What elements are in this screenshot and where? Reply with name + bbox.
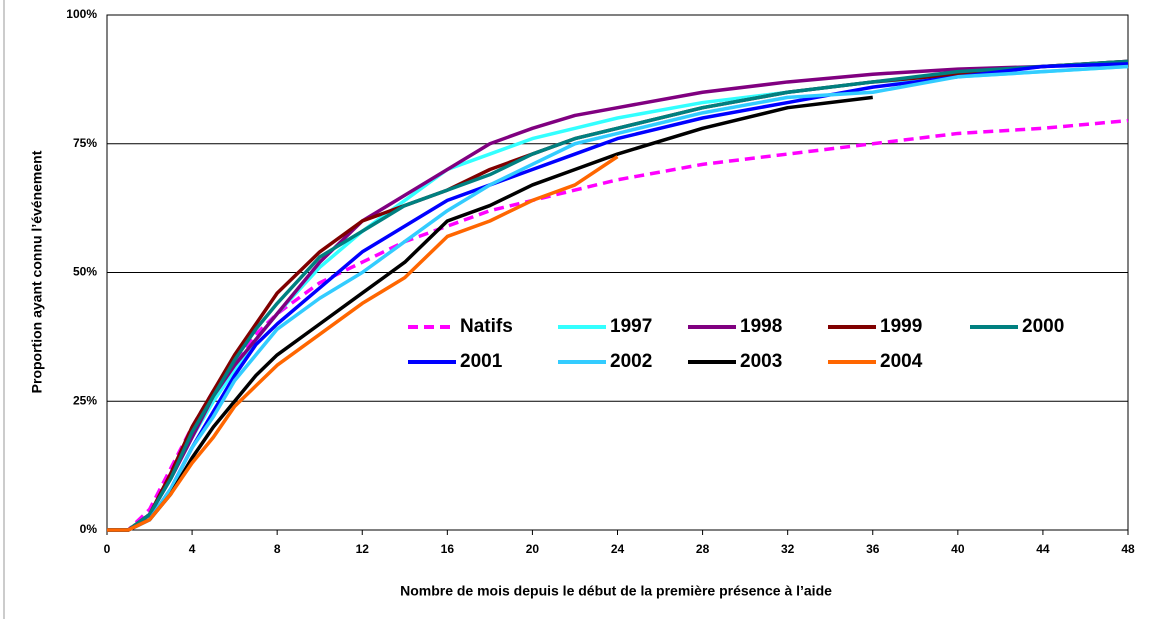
legend-label: 2003 bbox=[740, 351, 782, 372]
series-line bbox=[107, 64, 1129, 532]
legend-label: Natifs bbox=[460, 316, 513, 337]
y-tick-label: 50% bbox=[73, 265, 97, 279]
x-tick-label: 4 bbox=[189, 542, 196, 556]
series-line bbox=[107, 155, 619, 532]
x-tick-label: 28 bbox=[696, 542, 710, 556]
x-tick-label: 20 bbox=[526, 542, 540, 556]
x-tick-label: 32 bbox=[781, 542, 795, 556]
legend-label: 1997 bbox=[610, 316, 652, 337]
y-axis-label: Proportion ayant connu l’événement bbox=[29, 150, 45, 393]
legend-label: 2001 bbox=[460, 351, 503, 372]
x-tick-label: 0 bbox=[104, 542, 111, 556]
series-line bbox=[107, 59, 1129, 532]
x-tick-label: 40 bbox=[951, 542, 965, 556]
legend-label: 1998 bbox=[740, 316, 782, 337]
y-tick-label: 0% bbox=[80, 522, 98, 536]
x-axis-label: Nombre de mois depuis le début de la pre… bbox=[400, 583, 832, 599]
x-tick-label: 16 bbox=[441, 542, 455, 556]
y-tick-label: 25% bbox=[73, 393, 97, 407]
x-tick-label: 8 bbox=[274, 542, 281, 556]
x-tick-label: 44 bbox=[1036, 542, 1050, 556]
y-tick-label: 75% bbox=[73, 136, 97, 150]
y-tick-label: 100% bbox=[66, 7, 97, 21]
x-tick-label: 36 bbox=[866, 542, 880, 556]
x-tick-label: 24 bbox=[611, 542, 625, 556]
legend-label: 2004 bbox=[880, 351, 923, 372]
x-tick-label: 12 bbox=[356, 542, 370, 556]
legend-label: 2002 bbox=[610, 351, 652, 372]
legend-label: 1999 bbox=[880, 316, 922, 337]
series-line bbox=[107, 95, 873, 532]
legend-label: 2000 bbox=[1022, 316, 1064, 337]
series-line bbox=[107, 64, 1129, 532]
x-tick-label: 48 bbox=[1121, 542, 1135, 556]
